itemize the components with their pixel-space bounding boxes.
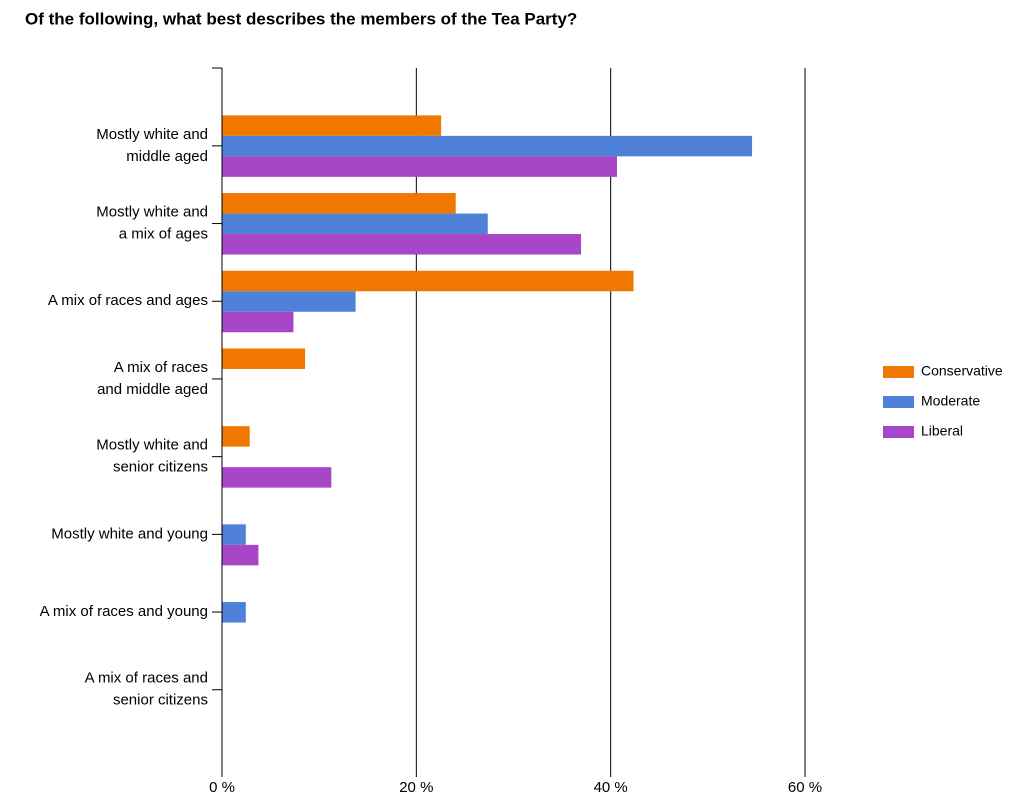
y-tick-label: A mix of races xyxy=(114,359,208,376)
legend-swatch xyxy=(883,366,914,378)
bar xyxy=(221,524,246,545)
bar xyxy=(221,193,456,214)
bar xyxy=(221,348,306,369)
y-tick-label: Mostly white and xyxy=(96,204,208,221)
bar xyxy=(221,426,250,447)
legend-swatch xyxy=(883,396,914,408)
y-tick-label: middle aged xyxy=(126,148,208,165)
bar xyxy=(221,234,582,255)
x-tick-label: 0 % xyxy=(209,779,235,796)
bar xyxy=(221,544,259,566)
y-tick-label: A mix of races and young xyxy=(40,603,208,620)
y-tick-label: Mostly white and xyxy=(96,437,208,454)
bar xyxy=(221,602,246,623)
x-tick-label: 20 % xyxy=(399,779,433,796)
chart-title: Of the following, what best describes th… xyxy=(25,9,577,28)
bar xyxy=(221,291,356,312)
x-tick-label: 40 % xyxy=(594,779,628,796)
y-tick-label: senior citizens xyxy=(113,692,208,709)
legend-label: Moderate xyxy=(921,393,980,409)
bar xyxy=(221,115,442,136)
bar xyxy=(221,311,294,333)
bar xyxy=(221,156,617,177)
y-tick-label: A mix of races and xyxy=(85,670,208,687)
y-tick-label: Mostly white and xyxy=(96,126,208,143)
y-tick-label: A mix of races and ages xyxy=(48,292,208,309)
bar xyxy=(221,213,488,235)
y-tick-label: a mix of ages xyxy=(119,226,208,243)
legend-label: Liberal xyxy=(921,423,963,439)
y-tick-label: and middle aged xyxy=(97,381,208,398)
legend-label: Conservative xyxy=(921,363,1003,379)
x-tick-label: 60 % xyxy=(788,779,822,796)
bar xyxy=(221,135,753,157)
bar xyxy=(221,467,332,488)
bar xyxy=(221,270,634,292)
legend-swatch xyxy=(883,426,914,438)
y-tick-label: Mostly white and young xyxy=(51,525,208,542)
y-tick-label: senior citizens xyxy=(113,459,208,476)
